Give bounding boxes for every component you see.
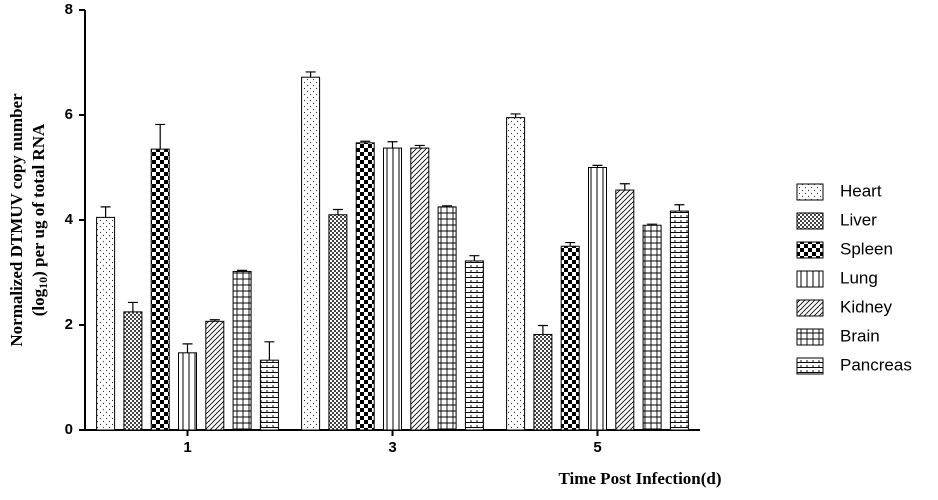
bar bbox=[464, 260, 484, 431]
error-bar bbox=[332, 208, 343, 215]
error-bar bbox=[674, 204, 685, 212]
bar bbox=[410, 147, 430, 431]
bar bbox=[533, 333, 553, 431]
bar bbox=[506, 117, 526, 431]
bar bbox=[355, 142, 375, 431]
error-bar bbox=[264, 341, 275, 361]
error-bar bbox=[510, 113, 521, 118]
bar bbox=[150, 148, 170, 431]
bar bbox=[642, 224, 662, 431]
legend-label: Liver bbox=[840, 210, 877, 229]
bar bbox=[96, 216, 116, 431]
bar bbox=[328, 214, 348, 431]
y-tick-label: 6 bbox=[65, 106, 73, 123]
error-bar bbox=[619, 183, 630, 191]
error-bar bbox=[414, 144, 425, 149]
error-bar bbox=[387, 141, 398, 149]
error-bar bbox=[182, 343, 193, 353]
legend-swatch bbox=[796, 241, 824, 259]
bar bbox=[259, 359, 279, 431]
error-bar bbox=[565, 241, 576, 247]
legend-swatch bbox=[796, 212, 824, 230]
y-axis-label-part: (log bbox=[29, 288, 48, 316]
x-tick-label: 1 bbox=[183, 439, 191, 456]
error-bar bbox=[305, 71, 316, 78]
error-bar bbox=[592, 164, 603, 168]
legend-label: Pancreas bbox=[840, 355, 912, 374]
y-axis-label: Normalized DTMUV copy number bbox=[7, 93, 26, 347]
legend-swatch bbox=[796, 328, 824, 346]
error-bar bbox=[360, 140, 371, 143]
bar bbox=[232, 270, 252, 431]
legend-label: Kidney bbox=[840, 297, 892, 316]
x-tick-label: 3 bbox=[388, 439, 396, 456]
bar bbox=[383, 147, 402, 431]
legend-swatch bbox=[796, 357, 824, 375]
y-tick-label: 0 bbox=[65, 421, 73, 438]
y-axis-label: (log10) per ug of total RNA bbox=[29, 123, 50, 316]
legend-label: Heart bbox=[840, 181, 882, 200]
x-tick-label: 5 bbox=[593, 439, 601, 456]
error-bar bbox=[537, 324, 548, 335]
bar bbox=[615, 189, 635, 431]
bar bbox=[437, 206, 457, 431]
error-bar bbox=[469, 255, 480, 261]
legend-swatch bbox=[796, 299, 824, 317]
legend-swatch bbox=[796, 183, 824, 201]
bar bbox=[560, 245, 580, 431]
error-bar bbox=[647, 223, 658, 226]
y-tick-label: 8 bbox=[65, 1, 73, 18]
error-bar bbox=[127, 301, 138, 312]
error-bar bbox=[237, 269, 248, 272]
legend-label: Brain bbox=[840, 326, 880, 345]
bar bbox=[669, 210, 689, 431]
error-bar bbox=[100, 206, 111, 218]
y-axis-label-subscript: 10 bbox=[36, 277, 50, 289]
bar bbox=[588, 167, 607, 431]
bar bbox=[178, 352, 197, 431]
y-tick-label: 2 bbox=[65, 316, 73, 333]
error-bar bbox=[209, 319, 220, 322]
y-axis-label-part: ) per ug of total RNA bbox=[29, 123, 48, 277]
bar bbox=[301, 76, 321, 431]
legend-label: Spleen bbox=[840, 239, 893, 258]
bar bbox=[123, 311, 143, 431]
legend-label: Lung bbox=[840, 268, 878, 287]
y-tick-label: 4 bbox=[65, 211, 74, 228]
x-axis-label: Time Post Infection(d) bbox=[558, 469, 721, 488]
legend-swatch bbox=[796, 270, 824, 288]
error-bar bbox=[155, 123, 166, 150]
error-bar bbox=[442, 205, 453, 207]
bar bbox=[205, 320, 225, 431]
